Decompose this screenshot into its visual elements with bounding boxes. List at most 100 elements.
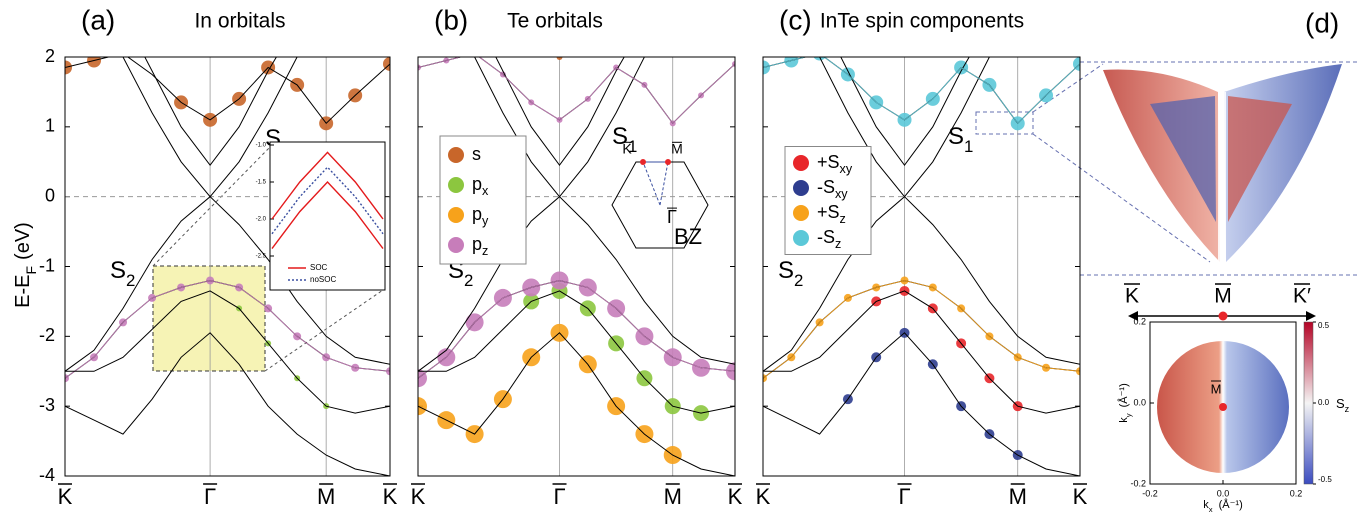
colorbar-tick-label: 0.0 bbox=[1318, 398, 1330, 407]
panel-title: Te orbitals bbox=[507, 10, 603, 33]
series-line bbox=[418, 54, 735, 124]
annotation-sub: 1 bbox=[964, 137, 973, 156]
x-tick-label: M bbox=[664, 484, 682, 509]
legend-label-sub: z bbox=[482, 244, 488, 258]
zoom-line bbox=[1033, 64, 1103, 112]
band-line bbox=[418, 54, 735, 124]
legend-label-sub: z bbox=[840, 212, 846, 226]
colorbar bbox=[1304, 322, 1313, 484]
x-tick-label: K bbox=[728, 484, 743, 509]
x-tick-label: K bbox=[383, 484, 398, 509]
annotation-text: S bbox=[778, 257, 794, 284]
annotation: S1 bbox=[948, 123, 973, 156]
inset-y-tick-label: -2.5 bbox=[256, 254, 267, 260]
bz-label: K bbox=[622, 141, 632, 157]
legend-label-sub: x bbox=[482, 184, 489, 198]
x-tick-label: K bbox=[756, 484, 771, 509]
legend-label-sub: xy bbox=[840, 162, 853, 176]
weight-dot bbox=[813, 47, 827, 61]
inset-legend-label: SOC bbox=[310, 263, 328, 272]
band-line bbox=[418, 333, 735, 476]
y-axis-label-text: E-E bbox=[12, 275, 34, 308]
x-tick-label: Γ bbox=[898, 484, 910, 509]
legend-label-name: p bbox=[472, 204, 482, 224]
colorbar-label-sub: z bbox=[1345, 404, 1350, 414]
y-tick-label: -1 bbox=[39, 255, 55, 275]
y-tick-label: 2 bbox=[45, 46, 55, 66]
legend-swatch bbox=[448, 177, 464, 193]
x-tick-label: K bbox=[1073, 484, 1088, 509]
figure: KΓMK-4-3-2-1012(a)In orbitalsE-EF(eV)S1S… bbox=[0, 0, 1360, 514]
inset-legend-label: noSOC bbox=[310, 275, 336, 284]
panel-title: In orbitals bbox=[194, 10, 285, 33]
band-line bbox=[65, 54, 390, 124]
y-tick-label: -0.2 bbox=[1130, 478, 1146, 488]
y-axis-label: ky(Å⁻¹) bbox=[1117, 383, 1133, 422]
series-line bbox=[418, 281, 735, 379]
x-tick-label: K bbox=[58, 484, 73, 509]
inset-y-tick-label: -2.0 bbox=[256, 217, 267, 223]
panel-label: (c) bbox=[779, 4, 812, 35]
y-axis-label-unit: (eV) bbox=[12, 222, 34, 260]
m-point bbox=[1219, 403, 1227, 411]
x-tick-label: Γ bbox=[204, 484, 216, 509]
y-tick-label: -4 bbox=[39, 465, 55, 485]
plot-frame bbox=[418, 57, 735, 476]
series-line bbox=[763, 281, 1080, 379]
x-tick-label: 0.0 bbox=[1217, 488, 1230, 498]
x-axis-label-unit: (Å⁻¹) bbox=[1219, 498, 1243, 511]
x-tick-label: K bbox=[411, 484, 426, 509]
bz-path bbox=[643, 162, 660, 205]
zoom-line bbox=[153, 145, 272, 266]
panel-label: (b) bbox=[434, 4, 468, 35]
y-axis-label: E-EF (eV) bbox=[12, 222, 38, 308]
panel-label: (a) bbox=[81, 4, 115, 35]
panel-title: InTe spin components bbox=[820, 10, 1024, 33]
x-tick-label: 0.2 bbox=[1290, 488, 1303, 498]
colorbar-tick-label: 0.5 bbox=[1318, 321, 1330, 330]
bz-label: BZ bbox=[674, 224, 702, 249]
legend-label-name: -S bbox=[817, 227, 835, 247]
legend-swatch bbox=[448, 207, 464, 223]
legend-swatch bbox=[793, 205, 809, 221]
series-line bbox=[763, 54, 1080, 124]
annotation: S2 bbox=[110, 257, 135, 290]
x-tick-label: -0.2 bbox=[1142, 488, 1158, 498]
bz-point bbox=[640, 159, 646, 165]
k-path-label: M bbox=[1214, 285, 1232, 308]
annotation: S2 bbox=[778, 257, 803, 290]
x-axis-label-sub: x bbox=[1209, 505, 1213, 514]
surface-node bbox=[1218, 92, 1226, 262]
legend-label-name: -S bbox=[817, 177, 835, 197]
legend-label-name: s bbox=[472, 144, 481, 164]
colorbar-label: Sz bbox=[1336, 396, 1350, 414]
inset-y-tick-label: -1.0 bbox=[256, 143, 267, 149]
legend-swatch bbox=[448, 147, 464, 163]
colorbar-tick-label: -0.5 bbox=[1318, 475, 1332, 484]
annotation-sub: 2 bbox=[464, 271, 473, 290]
weight-dot bbox=[472, 51, 478, 57]
band-line bbox=[763, 54, 1080, 124]
y-tick-label: 0.0 bbox=[1133, 397, 1146, 407]
y-axis-label-sub: F bbox=[23, 266, 39, 275]
y-axis-label-sub: y bbox=[1124, 413, 1133, 417]
panel-label: (d) bbox=[1305, 7, 1339, 38]
legend-label-sub: y bbox=[482, 214, 489, 228]
annotation-text: S bbox=[110, 257, 126, 284]
legend-swatch bbox=[448, 237, 464, 253]
y-tick-label: 0 bbox=[45, 185, 55, 205]
legend-label-sub: xy bbox=[835, 187, 848, 201]
legend-swatch bbox=[793, 155, 809, 171]
band-line bbox=[418, 281, 735, 379]
m-point bbox=[1219, 312, 1228, 321]
legend-label-name: p bbox=[472, 234, 482, 254]
y-axis-label-unit: (Å⁻¹) bbox=[1117, 383, 1130, 407]
y-tick-label: -3 bbox=[39, 395, 55, 415]
inset-y-tick-label: -1.5 bbox=[256, 180, 267, 186]
k-path-label: K bbox=[1125, 285, 1139, 308]
y-tick-label: -2 bbox=[39, 325, 55, 345]
k-path-label: K′ bbox=[1293, 285, 1311, 308]
x-axis-label: kx(Å⁻¹) bbox=[1203, 498, 1242, 514]
annotation-sub: 2 bbox=[126, 271, 135, 290]
annotation-text: S bbox=[948, 123, 964, 150]
